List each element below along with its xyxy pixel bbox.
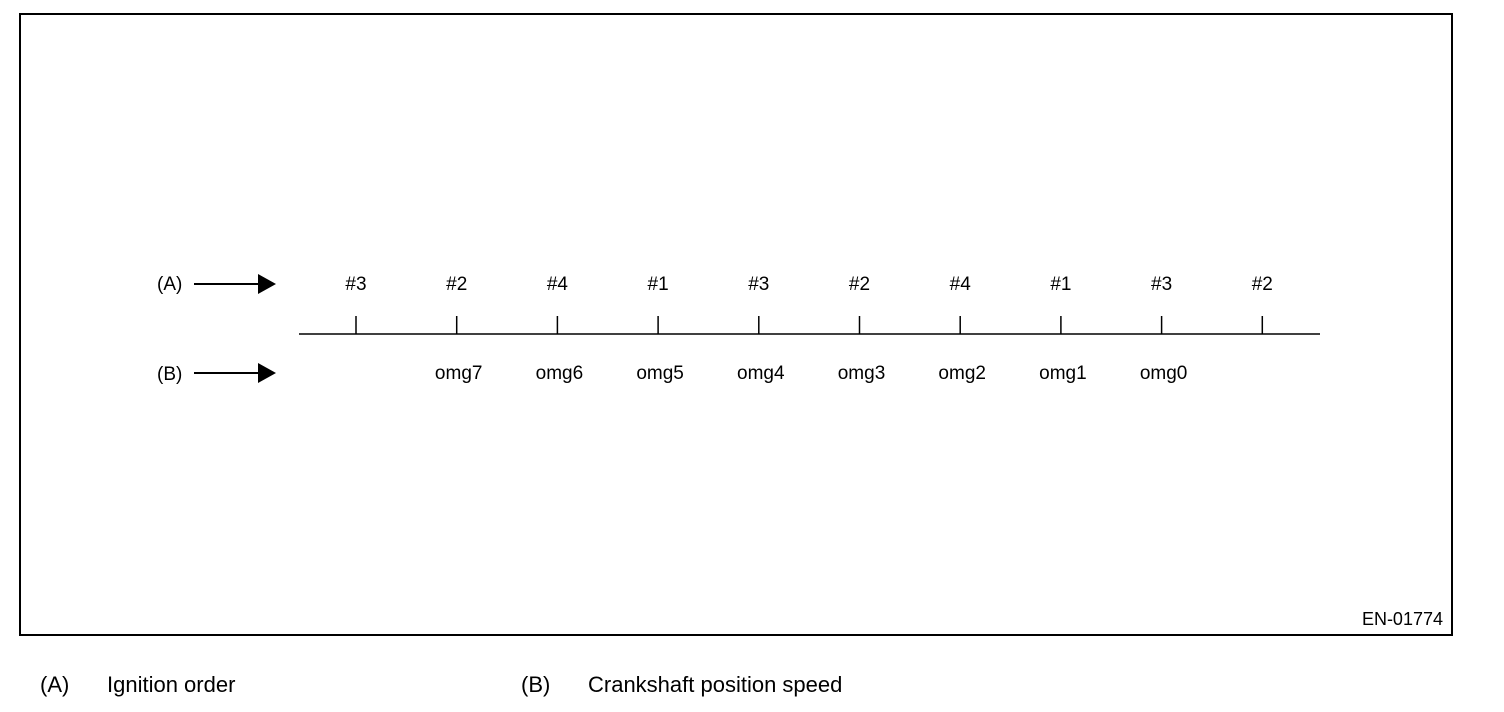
ignition-cylinder-label: #2: [1252, 274, 1273, 295]
crankshaft-speed-label: omg6: [536, 363, 584, 384]
legend-a-key: (A): [40, 672, 70, 697]
ignition-cylinder-label: #3: [1151, 274, 1172, 295]
ignition-order-labels: #3 #2 #4 #1 #3 #2 #4 #1 #3 #2: [345, 274, 1272, 295]
crankshaft-speed-label: omg1: [1039, 363, 1087, 384]
ignition-cylinder-label: #2: [446, 274, 467, 295]
legend-b-key: (B): [521, 672, 551, 697]
crankshaft-speed-label: omg7: [435, 363, 483, 384]
diagram-frame: (A) (B) #3 #2 #4 #1 #3 #2 #4 #1 #3 #2 omg7 omg6 omg…: [19, 13, 1453, 636]
crankshaft-speed-label: omg0: [1140, 363, 1188, 384]
legend-item-b: (B) Crankshaft position speed: [521, 672, 842, 698]
crankshaft-speed-labels: omg7 omg6 omg5 omg4 omg3 omg2 omg1 omg0: [435, 363, 1187, 384]
timeline-ticks: [355, 316, 1264, 334]
ignition-cylinder-label: #2: [849, 274, 870, 295]
row-b-arrow-head: [258, 363, 276, 383]
crankshaft-speed-label: omg3: [838, 363, 886, 384]
row-b-key: (B): [157, 364, 182, 385]
legend-a-text: Ignition order: [107, 672, 236, 697]
ignition-cylinder-label: #1: [1050, 274, 1071, 295]
ignition-cylinder-label: #4: [950, 274, 972, 295]
crankshaft-speed-label: omg4: [737, 363, 785, 384]
legend-b-text: Crankshaft position speed: [588, 672, 843, 697]
row-a-arrow-head: [258, 274, 276, 294]
ignition-cylinder-label: #1: [648, 274, 669, 295]
legend-item-a: (A) Ignition order: [40, 672, 235, 698]
ignition-timing-diagram: (A) (B) #3 #2 #4 #1 #3 #2 #4 #1 #3 #2 omg7 omg6 omg…: [157, 274, 1320, 385]
row-a-key: (A): [157, 274, 182, 295]
crankshaft-speed-label: omg5: [636, 363, 684, 384]
crankshaft-speed-label: omg2: [938, 363, 986, 384]
figure-id: EN-01774: [1361, 609, 1443, 629]
ignition-cylinder-label: #3: [345, 274, 366, 295]
ignition-cylinder-label: #3: [748, 274, 769, 295]
ignition-cylinder-label: #4: [547, 274, 569, 295]
